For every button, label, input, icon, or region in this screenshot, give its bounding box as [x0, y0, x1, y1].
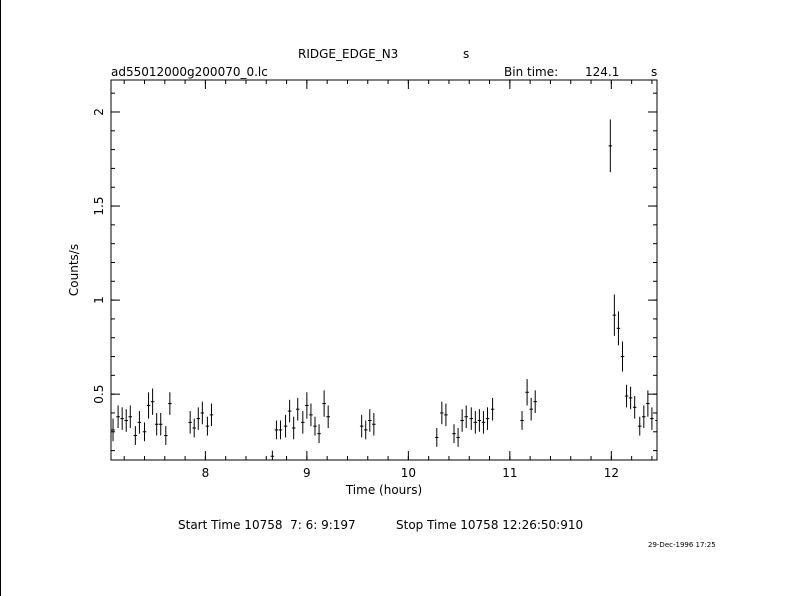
data-point	[205, 416, 210, 436]
data-point	[655, 409, 658, 432]
data-point	[520, 411, 524, 430]
stop-time: Stop Time 10758 12:26:50:910	[396, 518, 584, 532]
data-point	[368, 409, 372, 432]
data-point	[464, 405, 468, 429]
data-point	[612, 294, 617, 336]
data-point	[485, 407, 490, 430]
data-point	[168, 392, 172, 415]
y-tick-label: 0.5	[92, 385, 106, 404]
x-tick-label: 9	[303, 466, 311, 480]
data-point	[154, 412, 159, 436]
x-tick-label: 8	[202, 466, 210, 480]
data-point	[456, 428, 460, 447]
data-point	[642, 405, 646, 429]
data-point	[142, 422, 147, 442]
bin-time-label: Bin time:	[504, 65, 559, 79]
data-point	[111, 418, 115, 442]
bin-time-value: 124.1	[585, 65, 620, 79]
data-point	[473, 411, 478, 434]
data-point	[326, 405, 330, 429]
data-point	[481, 411, 486, 434]
data-point	[133, 426, 138, 445]
data-point	[525, 379, 529, 406]
data-point	[469, 407, 474, 430]
data-point	[301, 411, 305, 434]
data-point	[128, 405, 133, 429]
data-point	[313, 416, 317, 436]
data-point	[363, 420, 368, 440]
axis-tick-labels: 8 9 10 11 12 0.5 1 1.5 2	[92, 108, 619, 480]
data-point	[632, 396, 637, 419]
y-tick-label: 1	[92, 296, 106, 304]
file-name: ad55012000g200070_0.lc	[111, 65, 268, 79]
object-name: RIDGE_EDGE_N3	[298, 47, 399, 61]
x-tick-label: 12	[604, 466, 619, 480]
data-point	[624, 384, 629, 408]
data-point	[608, 119, 613, 173]
x-tick-label: 11	[502, 466, 517, 480]
data-point	[620, 341, 625, 372]
data-point	[616, 311, 621, 346]
axis-ticks	[111, 80, 657, 460]
y-tick-label: 1.5	[92, 196, 106, 215]
start-time: Start Time 10758 7: 6: 9:197	[178, 518, 356, 532]
data-point	[150, 388, 155, 415]
data-point	[270, 450, 275, 460]
data-point	[317, 424, 321, 444]
data-point	[287, 399, 292, 423]
data-point	[444, 403, 448, 427]
data-point	[188, 411, 192, 434]
data-point	[164, 426, 168, 445]
data-point	[529, 397, 533, 421]
data-point	[533, 390, 537, 413]
data-point	[158, 412, 163, 436]
data-point	[196, 407, 201, 430]
data-point	[278, 420, 283, 440]
data-point	[628, 386, 633, 410]
object-suffix: s	[463, 47, 470, 61]
data-point	[435, 428, 439, 447]
data-point	[192, 418, 196, 438]
y-tick-label: 2	[92, 108, 106, 116]
data-point	[490, 397, 495, 421]
data-point	[477, 409, 482, 432]
bin-time-unit: s	[651, 65, 658, 79]
data-point	[295, 397, 300, 421]
data-point	[116, 405, 120, 429]
data-point	[440, 401, 444, 425]
data-point	[209, 403, 214, 427]
data-point	[638, 416, 642, 436]
data-point	[646, 390, 650, 417]
data-point	[291, 416, 296, 440]
data-point	[452, 424, 456, 444]
data-point	[124, 409, 128, 432]
data-point	[359, 414, 364, 438]
y-axis-label: Counts/s	[67, 244, 81, 296]
plot-frame	[110, 79, 658, 461]
data-point	[305, 392, 309, 419]
data-point	[146, 392, 151, 419]
data-point	[137, 411, 142, 434]
data-point	[274, 420, 279, 440]
data-point	[460, 409, 464, 432]
data-point	[309, 403, 313, 427]
plot-timestamp: 29-Dec-1996 17:25	[648, 541, 716, 549]
window-left-border	[0, 0, 1, 596]
x-axis-label: Time (hours)	[345, 483, 422, 497]
data-points	[111, 119, 658, 460]
data-point	[322, 390, 326, 417]
data-point	[200, 401, 205, 425]
x-tick-label: 10	[401, 466, 416, 480]
data-point	[372, 412, 376, 436]
data-point	[283, 414, 288, 438]
data-point	[120, 407, 124, 430]
data-point	[650, 407, 654, 430]
